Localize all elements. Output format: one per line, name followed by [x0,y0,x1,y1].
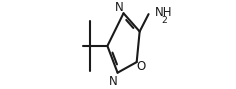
Text: N: N [109,75,117,88]
Text: O: O [137,60,146,73]
Text: NH: NH [155,6,173,19]
Text: 2: 2 [161,16,167,25]
Text: N: N [115,1,124,14]
